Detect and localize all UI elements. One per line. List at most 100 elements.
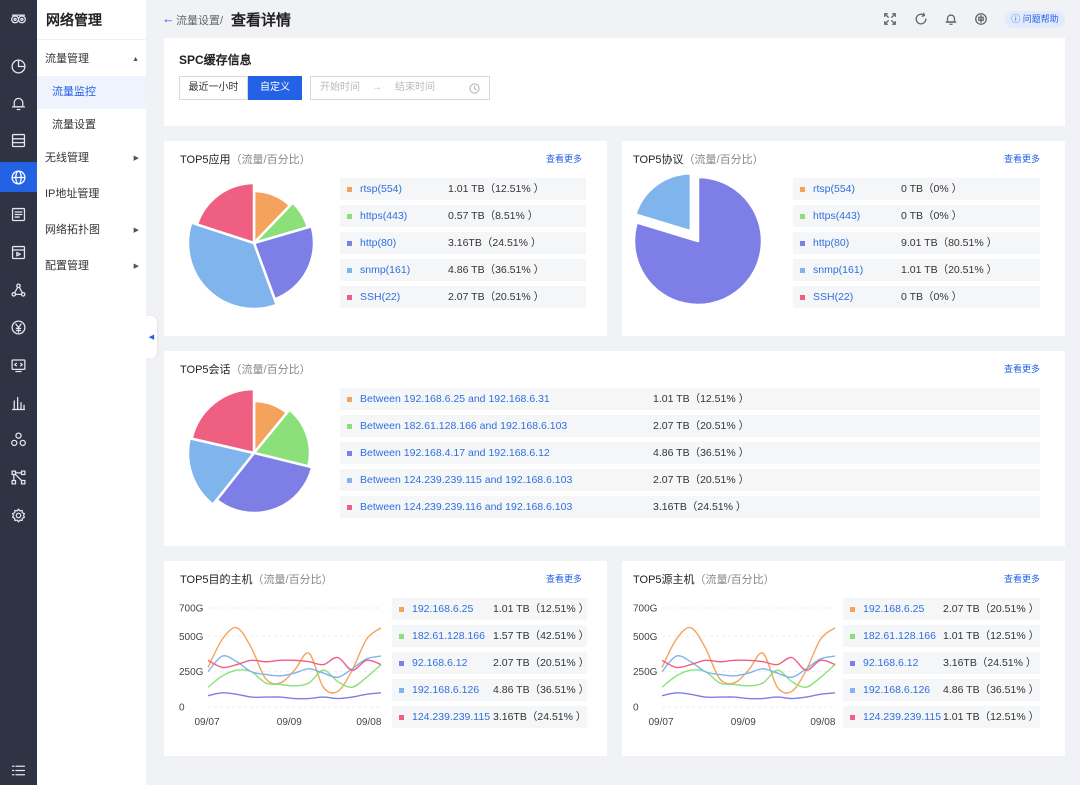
sidebar-item-traffic-settings[interactable]: 流量设置 <box>37 109 146 142</box>
log-list-icon[interactable] <box>8 204 29 225</box>
start-time-input[interactable]: 开始时间 <box>320 82 360 93</box>
legend-name[interactable]: 124.239.239.115 <box>412 711 491 723</box>
legend-row[interactable]: https(443) 0 TB（0% ） <box>793 205 1040 227</box>
pie-slice[interactable] <box>186 221 279 310</box>
end-time-input[interactable]: 结束时间 <box>395 82 435 93</box>
legend-row[interactable]: SSH(22) 2.07 TB（20.51% ） <box>340 286 586 308</box>
legend-row[interactable]: Between 124.239.239.115 and 192.168.6.10… <box>340 469 1040 491</box>
legend-name[interactable]: http(80) <box>813 237 850 249</box>
billing-icon[interactable] <box>8 317 29 338</box>
date-range-picker[interactable]: 开始时间 → 结束时间 <box>310 76 490 100</box>
legend-name[interactable]: 182.61.128.166 <box>863 630 936 642</box>
pie-slice[interactable] <box>252 408 312 468</box>
legend-row[interactable]: rtsp(554) 1.01 TB（12.51% ） <box>340 178 586 200</box>
legend-row[interactable]: http(80) 9.01 TB（80.51% ） <box>793 232 1040 254</box>
series-line[interactable] <box>207 664 382 688</box>
legend-name[interactable]: snmp(161) <box>813 264 864 276</box>
app-logo-icon[interactable] <box>8 8 29 29</box>
legend-row[interactable]: SSH(22) 0 TB（0% ） <box>793 286 1040 308</box>
series-line[interactable] <box>207 692 382 700</box>
legend-name[interactable]: 92.168.6.12 <box>412 657 468 669</box>
pie-slice[interactable] <box>190 387 256 455</box>
notification-bell-icon[interactable] <box>943 11 959 27</box>
pie-slice[interactable] <box>632 175 764 307</box>
media-icon[interactable] <box>8 242 29 263</box>
legend-row[interactable]: snmp(161) 4.86 TB（36.51% ） <box>340 259 586 281</box>
help-button[interactable]: ⓘ 问题帮助 <box>1005 11 1065 28</box>
language-icon[interactable] <box>973 11 989 27</box>
legend-name[interactable]: http(80) <box>360 237 397 249</box>
sidebar-group-wireless[interactable]: 无线管理 ▶ <box>37 142 146 175</box>
legend-row[interactable]: Between 192.168.4.17 and 192.168.6.12 4.8… <box>340 442 1040 464</box>
legend-name[interactable]: Between 124.239.239.116 and 192.168.6.10… <box>360 501 573 513</box>
legend-name[interactable]: 192.168.6.25 <box>863 603 925 615</box>
pie-slice[interactable] <box>215 451 314 515</box>
legend-name[interactable]: Between 124.239.239.115 and 192.168.6.10… <box>360 474 573 486</box>
legend-name[interactable]: SSH(22) <box>813 291 854 303</box>
legend-name[interactable]: Between 192.168.4.17 and 192.168.6.12 <box>360 447 550 459</box>
legend-name[interactable]: 182.61.128.166 <box>412 630 485 642</box>
flow-icon[interactable] <box>8 467 29 488</box>
server-icon[interactable] <box>8 130 29 151</box>
legend-name[interactable]: snmp(161) <box>360 264 411 276</box>
refresh-icon[interactable] <box>913 11 929 27</box>
view-more-link[interactable]: 查看更多 <box>1003 364 1040 374</box>
legend-row[interactable]: Between 124.239.239.116 and 192.168.6.10… <box>340 496 1040 518</box>
legend-name[interactable]: Between 192.168.6.25 and 192.168.6.31 <box>360 393 550 405</box>
view-more-link[interactable]: 查看更多 <box>545 574 582 584</box>
sidebar-collapse-handle[interactable]: ◀ <box>146 316 157 358</box>
back-arrow-icon[interactable]: ← <box>162 11 175 26</box>
cluster-icon[interactable] <box>8 429 29 450</box>
legend-row[interactable]: Between 192.168.6.25 and 192.168.6.31 1.0… <box>340 388 1040 410</box>
terminal-icon[interactable] <box>8 355 29 376</box>
legend-row[interactable]: rtsp(554) 0 TB（0% ） <box>793 178 1040 200</box>
series-line[interactable] <box>661 655 836 679</box>
legend-row[interactable]: http(80) 3.16TB（24.51% ） <box>340 232 586 254</box>
topology-icon[interactable] <box>8 280 29 301</box>
legend-row[interactable]: 182.61.128.166 1.57 TB（42.51% ） <box>392 625 589 647</box>
legend-name[interactable]: rtsp(554) <box>360 183 403 195</box>
series-line[interactable] <box>661 656 836 671</box>
custom-range-button[interactable]: 自定义 <box>248 76 302 100</box>
legend-name[interactable]: 192.168.6.25 <box>412 603 474 615</box>
bar-chart-icon[interactable] <box>8 393 29 414</box>
series-line[interactable] <box>661 692 836 700</box>
legend-row[interactable]: Between 182.61.128.166 and 192.168.6.103… <box>340 415 1040 437</box>
view-more-link[interactable]: 查看更多 <box>1003 154 1040 164</box>
legend-name[interactable]: 92.168.6.12 <box>863 657 919 669</box>
sidebar-group-traffic[interactable]: 流量管理 ▲ <box>37 43 146 76</box>
legend-row[interactable]: snmp(161) 1.01 TB（20.51% ） <box>793 259 1040 281</box>
legend-row[interactable]: 192.168.6.25 2.07 TB（20.51% ） <box>843 598 1040 620</box>
legend-name[interactable]: https(443) <box>813 210 861 222</box>
dashboard-icon[interactable] <box>8 56 29 77</box>
menu-list-icon[interactable] <box>8 760 29 781</box>
pie-slice[interactable] <box>195 181 256 245</box>
last-hour-button[interactable]: 最近一小时 <box>179 76 248 100</box>
view-more-link[interactable]: 查看更多 <box>545 154 582 164</box>
pie-slice[interactable] <box>186 436 256 506</box>
legend-row[interactable]: https(443) 0.57 TB（8.51% ） <box>340 205 586 227</box>
legend-row[interactable]: 192.168.6.25 1.01 TB（12.51% ） <box>392 598 589 620</box>
settings-gear-icon[interactable] <box>8 505 29 526</box>
legend-name[interactable]: SSH(22) <box>360 291 401 303</box>
legend-name[interactable]: https(443) <box>360 210 408 222</box>
legend-name[interactable]: 124.239.239.115 <box>863 711 942 723</box>
sidebar-item-traffic-monitor[interactable]: 流量监控 <box>37 76 146 109</box>
legend-name[interactable]: rtsp(554) <box>813 183 856 195</box>
sidebar-item-ip[interactable]: IP地址管理 <box>37 178 146 211</box>
sidebar-group-topology[interactable]: 网络拓扑图 ▶ <box>37 214 146 247</box>
legend-row[interactable]: 124.239.239.115 3.16TB（24.51% ） <box>392 706 587 728</box>
pie-slice[interactable] <box>634 172 693 233</box>
series-line[interactable] <box>661 664 836 688</box>
network-globe-icon[interactable] <box>0 162 37 192</box>
legend-row[interactable]: 192.168.6.126 4.86 TB（36.51% ） <box>392 679 589 701</box>
series-line[interactable] <box>207 655 382 679</box>
legend-name[interactable]: Between 182.61.128.166 and 192.168.6.103 <box>360 420 568 432</box>
legend-row[interactable]: 192.168.6.126 4.86 TB（36.51% ） <box>843 679 1040 701</box>
legend-row[interactable]: 182.61.128.166 1.01 TB（12.51% ） <box>843 625 1040 647</box>
legend-row[interactable]: 92.168.6.12 2.07 TB（20.51% ） <box>392 652 589 674</box>
legend-row[interactable]: 124.239.239.115 1.01 TB（12.51% ） <box>843 706 1040 728</box>
sidebar-group-config[interactable]: 配置管理 ▶ <box>37 250 146 283</box>
view-more-link[interactable]: 查看更多 <box>1003 574 1040 584</box>
legend-row[interactable]: 92.168.6.12 3.16TB（24.51% ） <box>843 652 1040 674</box>
